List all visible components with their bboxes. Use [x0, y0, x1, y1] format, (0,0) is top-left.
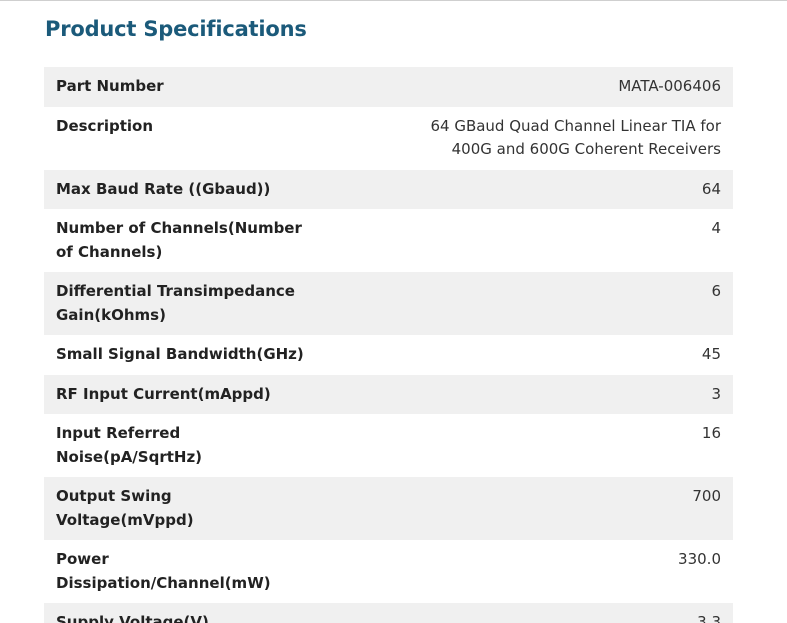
spec-label: Description — [44, 106, 323, 170]
spec-row-power-dissipation: Power Dissipation/Channel(mW) 330.0 — [44, 540, 733, 603]
spec-value: 3 — [323, 374, 733, 414]
spec-value: 3.3 — [323, 603, 733, 623]
spec-row-max-baud-rate: Max Baud Rate ((Gbaud)) 64 — [44, 169, 733, 209]
spec-label: Supply Voltage(V) — [44, 603, 323, 623]
spec-value: 4 — [323, 209, 733, 272]
spec-value: 16 — [323, 414, 733, 477]
spec-value: 330.0 — [323, 540, 733, 603]
spec-value: 64 GBaud Quad Channel Linear TIA for 400… — [323, 106, 733, 170]
spec-table: Part Number MATA-006406 Description 64 G… — [44, 67, 733, 623]
spec-row-number-of-channels: Number of Channels(Number of Channels) 4 — [44, 209, 733, 272]
spec-value: MATA-006406 — [323, 67, 733, 107]
top-divider — [0, 0, 787, 1]
spec-row-supply-voltage: Supply Voltage(V) 3.3 — [44, 603, 733, 623]
spec-label: Small Signal Bandwidth(GHz) — [44, 335, 323, 375]
spec-value: 64 — [323, 169, 733, 209]
spec-value: 45 — [323, 335, 733, 375]
spec-value: 700 — [323, 477, 733, 540]
spec-row-output-swing-voltage: Output Swing Voltage(mVppd) 700 — [44, 477, 733, 540]
spec-row-transimpedance-gain: Differential Transimpedance Gain(kOhms) … — [44, 272, 733, 335]
spec-label: Input Referred Noise(pA/SqrtHz) — [44, 414, 323, 477]
spec-row-rf-input-current: RF Input Current(mAppd) 3 — [44, 374, 733, 414]
spec-label: RF Input Current(mAppd) — [44, 374, 323, 414]
spec-label: Differential Transimpedance Gain(kOhms) — [44, 272, 323, 335]
spec-row-input-referred-noise: Input Referred Noise(pA/SqrtHz) 16 — [44, 414, 733, 477]
spec-row-part-number: Part Number MATA-006406 — [44, 67, 733, 107]
spec-row-description: Description 64 GBaud Quad Channel Linear… — [44, 106, 733, 170]
page-title: Product Specifications — [45, 17, 307, 41]
spec-label: Power Dissipation/Channel(mW) — [44, 540, 323, 603]
spec-row-small-signal-bandwidth: Small Signal Bandwidth(GHz) 45 — [44, 335, 733, 375]
spec-label: Part Number — [44, 67, 323, 107]
spec-label: Max Baud Rate ((Gbaud)) — [44, 169, 323, 209]
spec-label: Number of Channels(Number of Channels) — [44, 209, 323, 272]
spec-value: 6 — [323, 272, 733, 335]
spec-label: Output Swing Voltage(mVppd) — [44, 477, 323, 540]
